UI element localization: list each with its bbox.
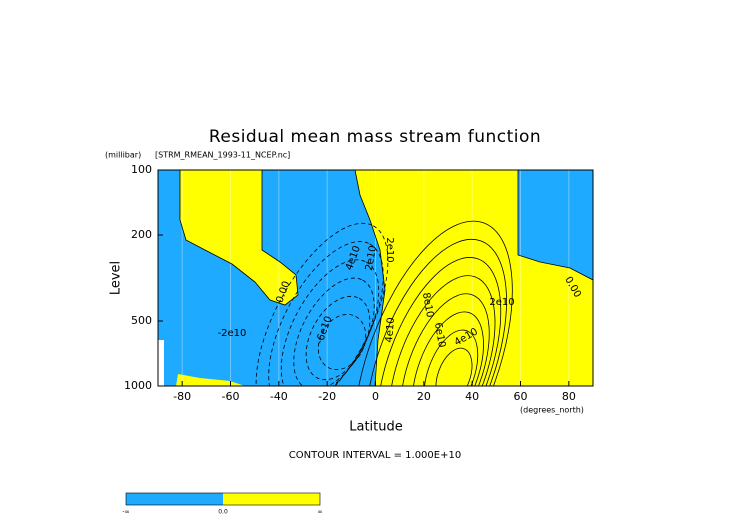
contour-label: 2e10 bbox=[384, 237, 395, 262]
contour-line bbox=[317, 313, 367, 371]
contour-line bbox=[353, 220, 513, 386]
contour-line bbox=[280, 259, 380, 386]
x-tick-label: 40 bbox=[465, 390, 479, 403]
y-tick-label: 200 bbox=[131, 228, 152, 241]
contour-line bbox=[305, 295, 371, 381]
x-tick-label: -80 bbox=[173, 390, 191, 403]
contour-line bbox=[179, 170, 593, 386]
contour-label: 2e10 bbox=[364, 245, 379, 272]
contour-interval: CONTOUR INTERVAL = 1.000E+10 bbox=[289, 450, 461, 461]
colorbar-negative bbox=[126, 493, 223, 505]
x-tick-label: 60 bbox=[514, 390, 528, 403]
x-tick-label: 0 bbox=[372, 390, 379, 403]
colorbar-label: 0.0 bbox=[218, 509, 228, 516]
contour-label: 4e10 bbox=[384, 317, 397, 343]
y-unit: (millibar) bbox=[105, 151, 141, 160]
contour-label: 2e10 bbox=[489, 297, 514, 308]
contour-line bbox=[255, 222, 389, 386]
x-tick-label: 20 bbox=[417, 390, 431, 403]
contour-label: 6e10 bbox=[432, 322, 447, 349]
chart-title: Residual mean mass stream function bbox=[209, 127, 541, 147]
missing-fill bbox=[158, 340, 164, 386]
x-tick-label: 80 bbox=[562, 390, 576, 403]
colorbar-positive bbox=[223, 493, 320, 505]
contour-line bbox=[435, 347, 473, 386]
colorbar-label: ∞ bbox=[318, 509, 323, 516]
x-tick-label: -40 bbox=[270, 390, 288, 403]
plot-area bbox=[158, 170, 593, 386]
contour-line bbox=[376, 257, 502, 386]
contour-label: -2e10 bbox=[218, 328, 247, 339]
positive-fill bbox=[355, 170, 593, 386]
x-tick-label: -20 bbox=[318, 390, 336, 403]
positive-fill bbox=[180, 170, 298, 305]
contour-line bbox=[268, 241, 384, 386]
subtitle: [STRM_RMEAN_1993-11_NCEP.nc] bbox=[155, 151, 290, 160]
y-tick-label: 1000 bbox=[124, 379, 152, 392]
contour-line bbox=[388, 275, 496, 386]
colorbar-frame bbox=[125, 492, 321, 506]
contour-label: 8e10 bbox=[420, 292, 435, 319]
x-axis-label: Latitude bbox=[349, 420, 403, 435]
contour-line bbox=[293, 277, 375, 386]
contour-line bbox=[365, 238, 507, 386]
x-unit: (degrees_north) bbox=[520, 406, 584, 415]
y-tick-label: 100 bbox=[131, 163, 152, 176]
contour-line bbox=[412, 311, 484, 386]
colorbar-label: -∞ bbox=[122, 509, 129, 516]
contour-line bbox=[400, 293, 490, 386]
x-tick-label: -60 bbox=[222, 390, 240, 403]
y-axis-label: Level bbox=[109, 261, 124, 295]
positive-fill bbox=[176, 374, 245, 386]
y-tick-label: 500 bbox=[131, 314, 152, 327]
